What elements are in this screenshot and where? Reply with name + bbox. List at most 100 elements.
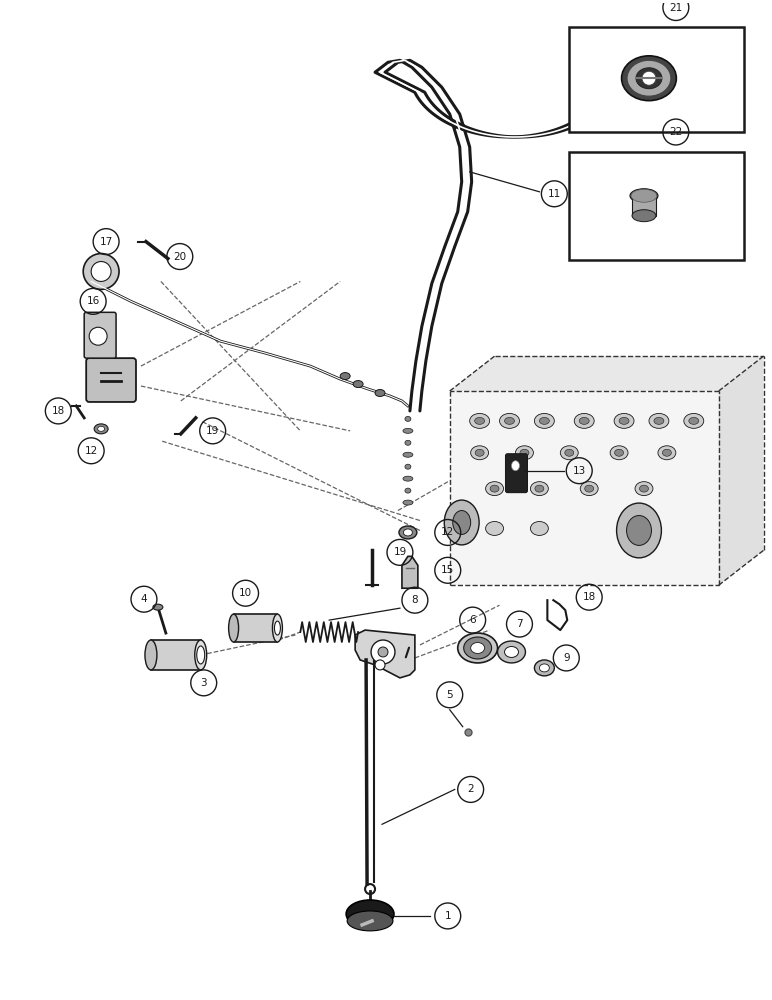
Ellipse shape — [535, 485, 544, 492]
Polygon shape — [450, 356, 764, 391]
Ellipse shape — [353, 381, 363, 388]
Polygon shape — [355, 630, 415, 678]
Ellipse shape — [617, 503, 662, 558]
Ellipse shape — [471, 446, 489, 460]
Ellipse shape — [340, 373, 350, 380]
Polygon shape — [450, 391, 719, 585]
Ellipse shape — [635, 482, 653, 496]
Ellipse shape — [444, 500, 479, 545]
Text: 18: 18 — [52, 406, 65, 416]
Circle shape — [378, 647, 388, 657]
Ellipse shape — [579, 417, 589, 424]
Ellipse shape — [614, 413, 634, 428]
Ellipse shape — [464, 637, 492, 659]
Ellipse shape — [631, 189, 657, 202]
Ellipse shape — [574, 413, 594, 428]
Circle shape — [91, 262, 111, 281]
Text: 15: 15 — [441, 565, 455, 575]
Ellipse shape — [662, 449, 672, 456]
Ellipse shape — [610, 446, 628, 460]
Ellipse shape — [534, 413, 554, 428]
Ellipse shape — [530, 521, 548, 535]
Ellipse shape — [486, 482, 503, 496]
Ellipse shape — [486, 521, 503, 535]
Circle shape — [371, 640, 395, 664]
Ellipse shape — [654, 417, 664, 424]
Text: 21: 21 — [669, 3, 682, 13]
Ellipse shape — [469, 413, 489, 428]
Ellipse shape — [499, 413, 520, 428]
Ellipse shape — [615, 449, 624, 456]
Ellipse shape — [540, 417, 550, 424]
Text: 1: 1 — [445, 911, 451, 921]
FancyBboxPatch shape — [86, 358, 136, 402]
Text: 10: 10 — [239, 588, 252, 598]
Text: 6: 6 — [469, 615, 476, 625]
Ellipse shape — [684, 413, 704, 428]
Ellipse shape — [498, 641, 526, 663]
Text: 17: 17 — [100, 237, 113, 247]
Text: 3: 3 — [201, 678, 207, 688]
Circle shape — [642, 71, 656, 85]
Bar — [234, 614, 277, 642]
Ellipse shape — [405, 464, 411, 469]
Ellipse shape — [475, 417, 485, 424]
Ellipse shape — [584, 485, 594, 492]
Ellipse shape — [516, 446, 533, 460]
Ellipse shape — [229, 614, 239, 642]
FancyArrowPatch shape — [406, 648, 409, 657]
FancyBboxPatch shape — [84, 312, 116, 358]
Ellipse shape — [94, 424, 108, 434]
Text: 19: 19 — [393, 547, 407, 557]
Ellipse shape — [405, 416, 411, 421]
Ellipse shape — [560, 446, 578, 460]
Ellipse shape — [636, 68, 662, 89]
Ellipse shape — [403, 452, 413, 457]
Text: 18: 18 — [583, 592, 596, 602]
Bar — [632, 194, 656, 216]
Ellipse shape — [405, 440, 411, 445]
Ellipse shape — [540, 664, 550, 672]
Ellipse shape — [658, 446, 676, 460]
Ellipse shape — [273, 614, 283, 642]
Text: 2: 2 — [467, 784, 474, 794]
Ellipse shape — [375, 390, 385, 396]
Text: 7: 7 — [516, 619, 523, 629]
Text: 12: 12 — [441, 527, 455, 537]
Ellipse shape — [505, 417, 514, 424]
Ellipse shape — [399, 526, 417, 539]
Text: 22: 22 — [669, 127, 682, 137]
Ellipse shape — [619, 417, 629, 424]
Ellipse shape — [490, 485, 499, 492]
Circle shape — [375, 660, 385, 670]
Ellipse shape — [565, 449, 574, 456]
Ellipse shape — [534, 660, 554, 676]
Text: 19: 19 — [206, 426, 219, 436]
Ellipse shape — [632, 210, 656, 222]
Ellipse shape — [621, 56, 676, 101]
FancyBboxPatch shape — [506, 454, 527, 493]
Ellipse shape — [475, 449, 484, 456]
Text: 8: 8 — [411, 595, 418, 605]
Ellipse shape — [346, 900, 394, 928]
Circle shape — [83, 254, 119, 289]
Ellipse shape — [405, 488, 411, 493]
Ellipse shape — [689, 417, 699, 424]
Ellipse shape — [512, 461, 520, 471]
Text: 11: 11 — [547, 189, 561, 199]
Ellipse shape — [530, 482, 548, 496]
Text: 9: 9 — [563, 653, 570, 663]
Bar — [569, 27, 743, 132]
Text: 4: 4 — [141, 594, 147, 604]
Text: 20: 20 — [173, 252, 186, 262]
Ellipse shape — [649, 413, 669, 428]
Text: 5: 5 — [446, 690, 453, 700]
Text: 16: 16 — [86, 296, 100, 306]
Ellipse shape — [630, 189, 658, 203]
Ellipse shape — [639, 485, 648, 492]
Ellipse shape — [404, 529, 412, 536]
Polygon shape — [402, 556, 418, 588]
Ellipse shape — [520, 449, 529, 456]
Ellipse shape — [403, 476, 413, 481]
Text: 13: 13 — [573, 466, 586, 476]
